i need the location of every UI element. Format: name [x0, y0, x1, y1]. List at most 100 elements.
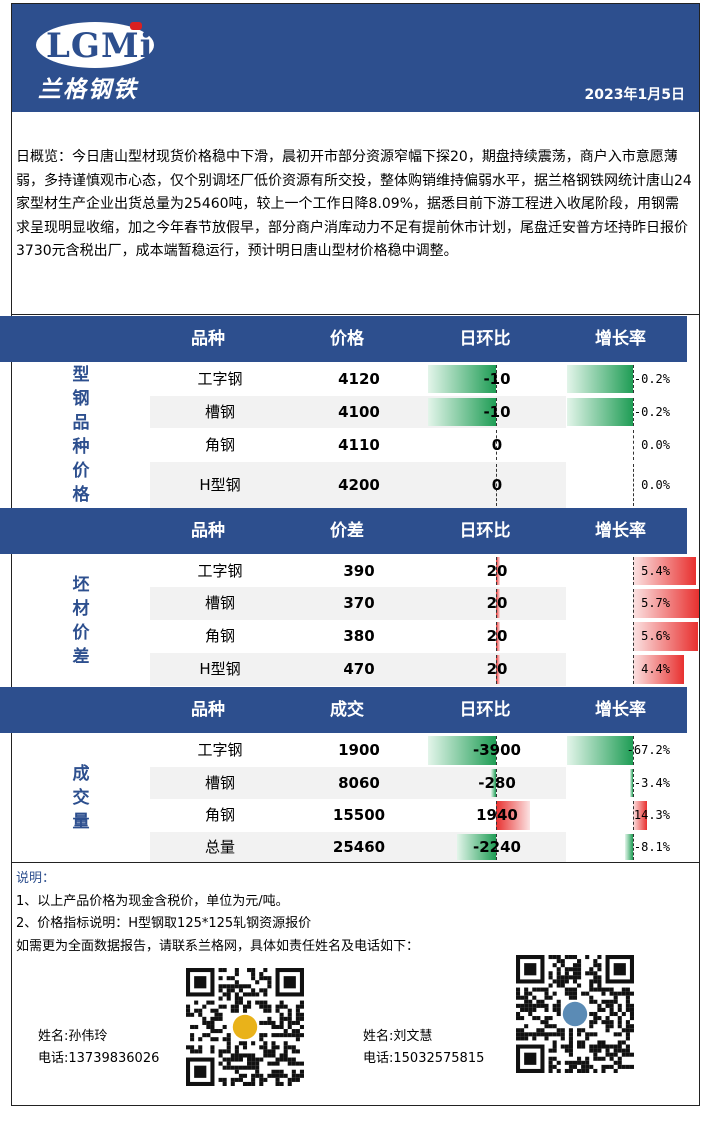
change-value: 0: [491, 436, 503, 454]
contact-name: 姓名:孙伟玲: [38, 1029, 108, 1044]
product-value: 1900: [338, 741, 380, 759]
product-value: 15500: [332, 806, 386, 824]
change-value: 20: [486, 562, 508, 580]
section-label-char: 材: [72, 598, 90, 619]
section-label-char: 型: [72, 365, 90, 385]
report-date: 2023年1月5日: [584, 87, 685, 103]
rate-bar: [567, 365, 633, 393]
growth-rate: -0.2%: [633, 405, 670, 419]
column-header: 价格: [330, 329, 364, 349]
change-bar: [496, 557, 500, 585]
table-row: 角钢 15500 1940 14.3%: [12, 799, 699, 832]
product-name: 槽钢: [204, 774, 235, 792]
logo-accent: [130, 22, 142, 30]
table-row: H型钢 470 20 4.4%: [12, 653, 699, 686]
table-row: 总量 25460 -2240 -8.1%: [12, 832, 699, 862]
change-bar: [496, 655, 500, 684]
table-row: 工字钢 4120 -10 -0.2%: [12, 363, 699, 395]
change-value: 20: [486, 594, 508, 612]
notes-title: 说明：: [16, 871, 56, 886]
notes-line: 2、价格指标说明：H型钢取125*125轧钢资源报价: [16, 916, 312, 931]
rate-bar: [629, 769, 633, 797]
change-axis: [496, 736, 497, 765]
section-label-char: 种: [72, 437, 90, 457]
table-row: 角钢 380 20 5.6%: [12, 620, 699, 653]
product-value: 4120: [338, 370, 380, 388]
product-value: 470: [343, 660, 375, 678]
change-value: 1940: [476, 806, 518, 824]
column-header: 日环比: [459, 329, 511, 349]
table-row: H型钢 4200 0 0.0%: [12, 462, 699, 508]
change-bar: [496, 589, 500, 618]
section-label-char: 交: [72, 788, 90, 808]
column-header: 成交: [330, 700, 364, 720]
product-name: 角钢: [204, 627, 235, 645]
product-name: H型钢: [199, 660, 241, 678]
change-bar: [428, 398, 496, 426]
change-axis: [496, 557, 497, 585]
rate-bar: [633, 801, 648, 830]
table-header: 品种 成交 日环比 增长率: [0, 687, 687, 733]
table-row: 角钢 4110 0 0.0%: [12, 428, 699, 462]
rate-axis: [633, 589, 634, 618]
section-label-char: 成: [72, 764, 90, 784]
table-header: 品种 价格 日环比 增长率: [0, 316, 687, 362]
section-label-char: 坯: [72, 574, 90, 595]
product-value: 370: [343, 594, 375, 612]
table-row: 槽钢 4100 -10 -0.2%: [12, 396, 699, 428]
rate-bar: [567, 736, 633, 765]
rate-axis: [633, 801, 634, 830]
rate-axis: [633, 622, 634, 651]
notes: 说明： 1、以上产品价格为现金含税价，单位为元/吨。 2、价格指标说明：H型钢取…: [16, 868, 419, 958]
rate-axis: [633, 398, 634, 426]
section-label: 坯材价差: [12, 573, 150, 669]
section-label-char: 钢: [72, 389, 90, 409]
change-bar: [496, 622, 500, 651]
rate-bar: [633, 557, 696, 585]
rate-axis: [633, 464, 634, 506]
product-value: 8060: [338, 774, 380, 792]
growth-rate: 4.4%: [641, 662, 670, 676]
daily-summary: 日概览：今日唐山型材现货价格稳中下滑，晨初开市部分资源窄幅下探20，期盘持续震荡…: [16, 149, 692, 260]
column-header: 日环比: [459, 700, 511, 720]
section-label-char: 差: [72, 646, 90, 667]
column-header: 品种: [191, 329, 225, 349]
product-name: 槽钢: [204, 403, 235, 421]
change-axis: [496, 834, 497, 860]
table-row: 工字钢 390 20 5.4%: [12, 555, 699, 587]
change-axis: [496, 398, 497, 426]
product-name: H型钢: [199, 476, 241, 494]
product-value: 380: [343, 627, 375, 645]
change-value: 20: [486, 627, 508, 645]
change-bar: [491, 769, 496, 797]
rate-bar: [633, 655, 684, 684]
growth-rate: -3.4%: [633, 776, 670, 790]
column-header: 增长率: [595, 521, 646, 541]
change-value: 0: [491, 476, 503, 494]
rate-bar: [633, 589, 699, 618]
contact-phone: 电话:15032575815: [363, 1051, 485, 1066]
contact-2: 姓名:刘文慧 电话:15032575815: [363, 1026, 484, 1070]
section-label: 型钢品种价格: [12, 363, 150, 507]
growth-rate: 5.4%: [641, 564, 670, 578]
table-header: 品种 价差 日环比 增长率: [0, 508, 687, 554]
section-label-char: 品: [72, 413, 90, 433]
change-value: 20: [486, 660, 508, 678]
table-row: 工字钢 1900 -3900 -67.2%: [12, 734, 699, 767]
rate-axis: [633, 430, 634, 460]
growth-rate: -0.2%: [633, 372, 670, 386]
notes-line: 如需更为全面数据报告，请联系兰格网，具体如责任姓名及电话如下：: [16, 938, 420, 954]
change-bar: [428, 365, 496, 393]
product-value: 4100: [338, 403, 380, 421]
column-header: 增长率: [595, 329, 646, 349]
divider: [12, 862, 699, 863]
product-value: 4200: [338, 476, 380, 494]
change-axis: [496, 464, 497, 506]
logo-cn: 兰格钢铁: [38, 76, 138, 103]
change-axis: [496, 430, 497, 460]
rate-axis: [633, 736, 634, 765]
section-label-char: 量: [72, 812, 90, 832]
section-label-char: 格: [72, 485, 90, 505]
column-header: 品种: [191, 700, 225, 720]
growth-rate: 5.7%: [641, 596, 670, 610]
